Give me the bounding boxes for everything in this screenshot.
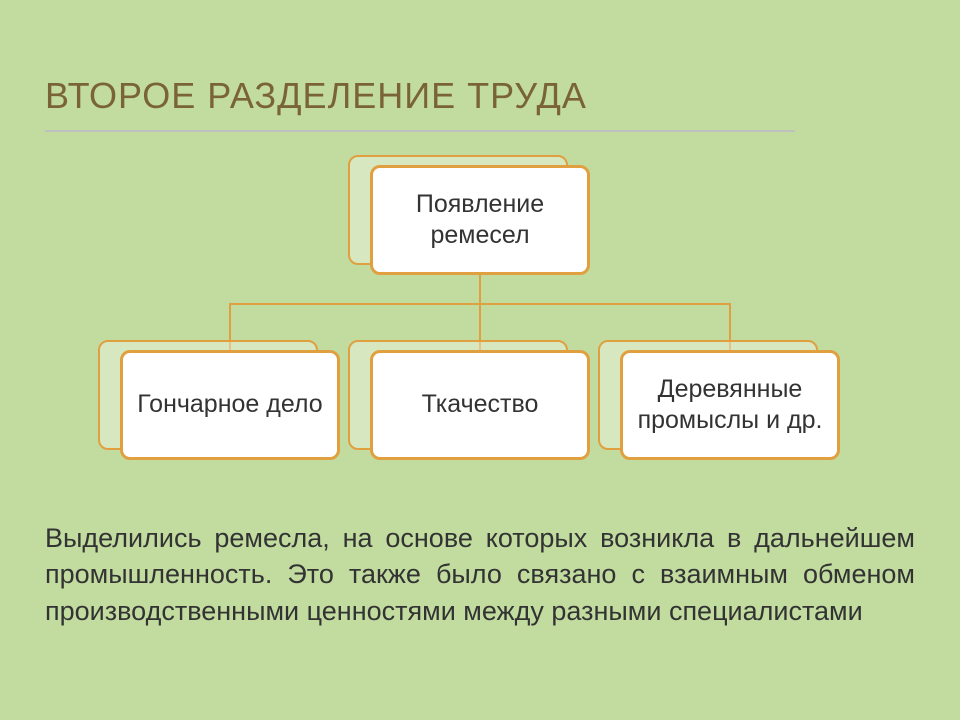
description-text: Выделились ремесла, на основе которых во… [45,520,915,629]
connector [479,275,481,303]
slide-title: ВТОРОЕ РАЗДЕЛЕНИЕ ТРУДА [45,75,587,117]
child-node: Гончарное дело [120,350,340,460]
child-node-label: Ткачество [422,389,539,420]
child-node-label: Гончарное дело [137,389,322,420]
child-node: Ткачество [370,350,590,460]
root-node: Появление ремесел [370,165,590,275]
root-node-label: Появление ремесел [383,189,577,252]
title-underline [45,130,795,132]
child-node: Деревянные промыслы и др. [620,350,840,460]
hierarchy-diagram: Появление ремесел Гончарное дело Ткачест… [0,165,960,485]
child-node-label: Деревянные промыслы и др. [633,374,827,437]
